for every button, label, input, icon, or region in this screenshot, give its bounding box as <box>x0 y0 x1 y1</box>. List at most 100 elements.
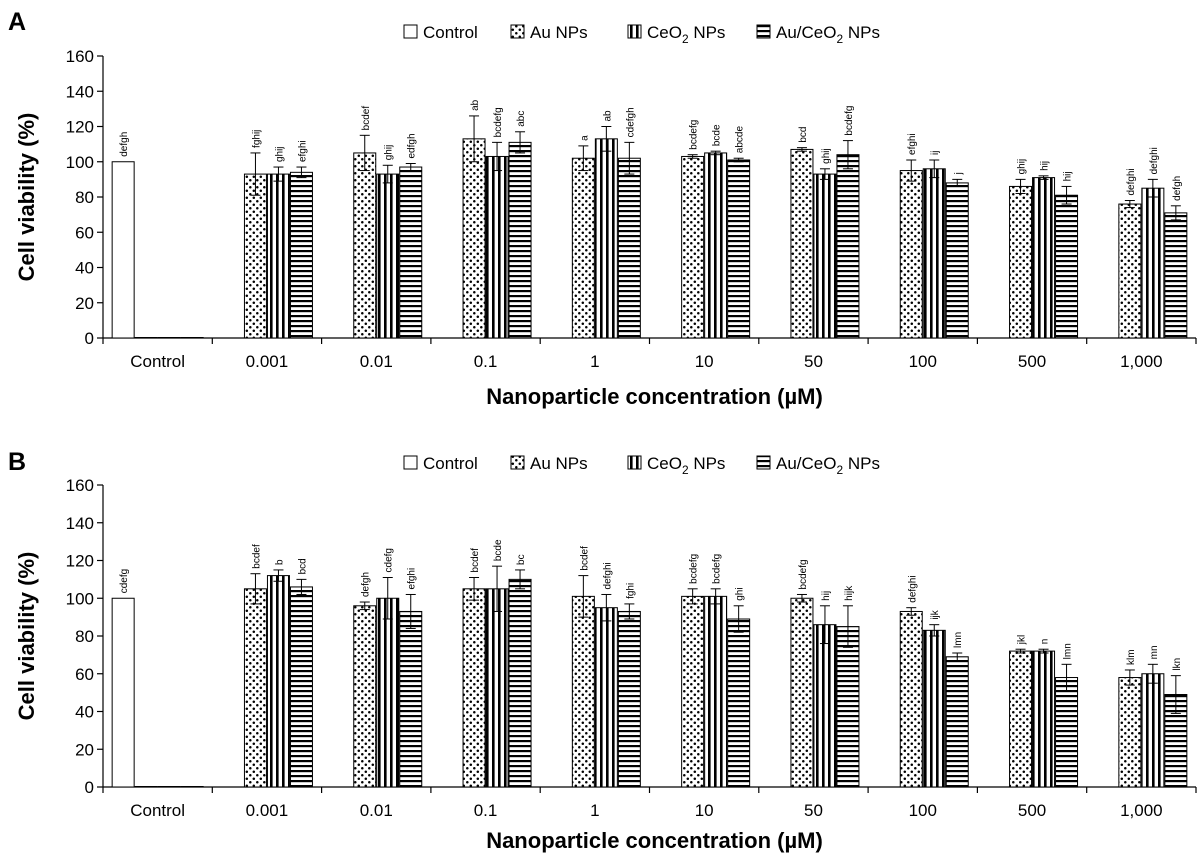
x-tick-label: 10 <box>695 801 714 820</box>
bar <box>157 337 181 339</box>
significance-letter: hij <box>1063 171 1074 181</box>
bar <box>462 588 486 788</box>
significance-letter: hijk <box>844 585 855 601</box>
bar <box>1009 650 1033 788</box>
significance-letter: bcdefg <box>689 120 700 150</box>
bar <box>111 597 135 788</box>
y-tick-label: 100 <box>66 589 94 608</box>
significance-letter: ghij <box>274 146 285 162</box>
y-tick-label: 120 <box>66 118 94 137</box>
significance-letter: defgh <box>361 572 372 597</box>
bar <box>485 155 509 339</box>
y-tick-label: 60 <box>75 665 94 684</box>
significance-letter: bcdef <box>470 548 481 573</box>
bar <box>462 138 486 339</box>
bar <box>704 152 728 339</box>
y-axis-title: Cell viability (%) <box>14 113 39 282</box>
significance-letter: ghi <box>735 587 746 600</box>
panel-label: B <box>8 448 26 476</box>
significance-letter: defghi <box>602 562 613 589</box>
significance-letter: klm <box>1126 649 1137 665</box>
bar <box>899 610 923 788</box>
bar <box>266 173 290 339</box>
legend-swatch <box>627 24 642 39</box>
bar <box>111 161 135 339</box>
y-tick-label: 140 <box>66 82 94 101</box>
x-tick-label: 0.001 <box>246 801 289 820</box>
x-tick-label: 500 <box>1018 801 1046 820</box>
x-tick-label: 100 <box>909 352 937 371</box>
bar <box>134 786 158 788</box>
significance-letter: lkn <box>1172 658 1183 671</box>
significance-letter: a <box>579 135 590 141</box>
significance-letter: bcdef <box>579 546 590 571</box>
significance-letter: bcdefg <box>493 107 504 137</box>
significance-letter: bcde <box>493 539 504 561</box>
bar <box>399 166 423 339</box>
y-tick-label: 120 <box>66 552 94 571</box>
x-tick-label: 0.001 <box>246 352 289 371</box>
significance-letter: bc <box>516 554 527 565</box>
significance-letter: cdefg <box>384 548 395 572</box>
y-tick-label: 20 <box>75 740 94 759</box>
bar <box>1009 185 1033 339</box>
y-tick-label: 160 <box>66 476 94 495</box>
bar <box>1032 650 1056 788</box>
bar <box>571 157 595 339</box>
significance-letter: bcdefg <box>689 554 700 584</box>
bar <box>1118 677 1142 788</box>
bar <box>571 595 595 788</box>
bar <box>485 588 509 788</box>
legend: Control Au NPs CeO2 NPs Au/CeO2 NPs <box>403 454 880 477</box>
legend-label: CeO2 NPs <box>647 23 725 46</box>
bar <box>790 597 814 788</box>
significance-letter: mn <box>1149 645 1160 659</box>
significance-letter: edfgh <box>407 133 418 158</box>
significance-letter: n <box>1040 639 1051 645</box>
legend-swatch <box>510 455 525 470</box>
significance-letter: ghij <box>821 148 832 164</box>
legend-swatch <box>756 24 771 39</box>
y-tick-label: 20 <box>75 294 94 313</box>
x-tick-label: 100 <box>909 801 937 820</box>
x-tick-label: 1,000 <box>1120 352 1163 371</box>
x-tick-label: 10 <box>695 352 714 371</box>
x-tick-label: Control <box>130 801 185 820</box>
significance-letter: lmn <box>1063 643 1074 659</box>
bar <box>180 337 204 339</box>
chart-panel-A: A 0 20 40 60 80 100 120 140 160 Control 0.001 0.01 0.… <box>8 8 1197 409</box>
y-tick-label: 80 <box>75 188 94 207</box>
significance-letter: abc <box>516 111 527 127</box>
significance-letter: bcdef <box>251 544 262 569</box>
significance-letter: fghij <box>251 130 262 148</box>
significance-letter: abcde <box>735 126 746 154</box>
bar <box>1141 187 1165 339</box>
legend-swatch <box>627 455 642 470</box>
significance-letter: fghi <box>625 583 636 599</box>
x-tick-label: 50 <box>804 352 823 371</box>
bar <box>289 586 313 788</box>
bar <box>727 159 751 339</box>
x-tick-label: 0.01 <box>360 801 393 820</box>
significance-letter: bcde <box>712 124 723 146</box>
bar <box>1055 677 1079 788</box>
bar <box>945 656 969 788</box>
significance-letter: b <box>274 559 285 565</box>
bar <box>617 157 641 339</box>
significance-letter: hij <box>821 591 832 601</box>
bar <box>353 152 377 339</box>
bar <box>790 148 814 339</box>
bar <box>243 173 267 339</box>
significance-letter: efghi <box>407 568 418 590</box>
legend-swatch <box>403 24 418 39</box>
bar <box>289 171 313 339</box>
bar <box>836 626 860 788</box>
significance-letter: lmn <box>953 632 964 648</box>
legend-label: Control <box>423 23 478 42</box>
bar <box>134 337 158 339</box>
significance-letter: ab <box>602 110 613 122</box>
y-axis-title: Cell viability (%) <box>14 552 39 721</box>
bar <box>376 173 400 339</box>
bar <box>899 170 923 339</box>
x-tick-label: 0.1 <box>474 352 498 371</box>
